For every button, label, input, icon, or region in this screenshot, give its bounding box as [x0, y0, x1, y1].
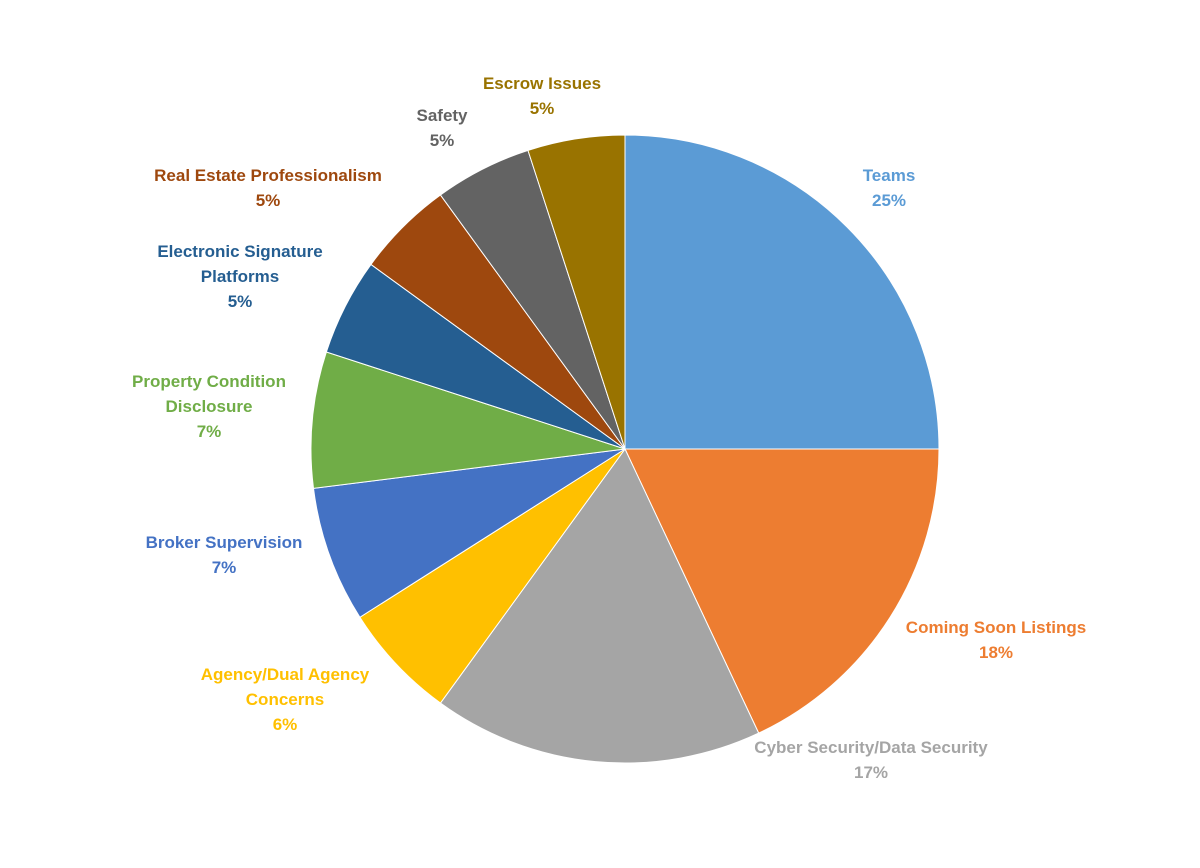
slice-label-5: Property Condition Disclosure 7%	[132, 372, 286, 441]
pie-slice-9	[527, 134, 626, 450]
slice-value-label: 5%	[430, 131, 455, 150]
slice-label-text: Escrow Issues	[483, 74, 601, 93]
slice-label-text: Cyber Security/Data Security	[754, 738, 988, 757]
slice-label-4: Broker Supervision 7%	[146, 533, 303, 577]
slice-label-text: Disclosure	[166, 397, 253, 416]
slice-labels: Teams 25% Coming Soon Listings 18% Cyber Sec…	[132, 74, 1086, 782]
slice-label-2: Cyber Security/Data Security 17%	[754, 738, 988, 782]
slice-value-label: 17%	[854, 763, 888, 782]
slice-label-text: Broker Supervision	[146, 533, 303, 552]
pie-slices	[310, 134, 940, 764]
slice-value-label: 5%	[228, 292, 253, 311]
slice-value-label: 18%	[979, 643, 1013, 662]
slice-label-text: Safety	[416, 106, 468, 125]
slice-value-label: 7%	[197, 422, 222, 441]
slice-value-label: 6%	[273, 715, 298, 734]
slice-label-text: Platforms	[201, 267, 279, 286]
slice-value-label: 25%	[872, 191, 906, 210]
slice-label-text: Teams	[863, 166, 916, 185]
slice-label-6: Electronic Signature Platforms 5%	[157, 242, 322, 311]
pie-slice-2	[439, 448, 760, 764]
slice-label-text: Agency/Dual Agency	[201, 665, 370, 684]
slice-label-text: Electronic Signature	[157, 242, 322, 261]
slice-label-9: Escrow Issues 5%	[483, 74, 601, 118]
slice-label-0: Teams 25%	[863, 166, 916, 210]
slice-value-label: 7%	[212, 558, 237, 577]
pie-slice-4	[312, 448, 626, 618]
slice-label-8: Safety 5%	[416, 106, 468, 150]
slice-label-text: Real Estate Professionalism	[154, 166, 382, 185]
slice-label-3: Agency/Dual Agency Concerns 6%	[201, 665, 370, 734]
slice-label-1: Coming Soon Listings 18%	[906, 618, 1086, 662]
slice-label-text: Concerns	[246, 690, 324, 709]
pie-slice-0	[624, 134, 940, 450]
pie-slice-3	[359, 448, 626, 704]
slice-value-label: 5%	[530, 99, 555, 118]
pie-slice-5	[310, 351, 626, 489]
slice-label-text: Property Condition	[132, 372, 286, 391]
slice-value-label: 5%	[256, 191, 281, 210]
pie-slice-1	[624, 448, 940, 734]
slice-label-text: Coming Soon Listings	[906, 618, 1086, 637]
slice-label-7: Real Estate Professionalism 5%	[154, 166, 382, 210]
